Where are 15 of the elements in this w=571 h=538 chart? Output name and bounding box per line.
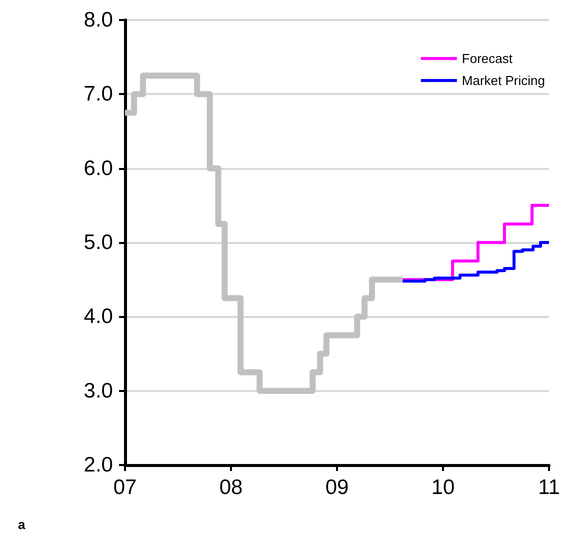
y-tick-label: 7.0 — [84, 82, 113, 106]
text: a — [18, 517, 26, 532]
y-tick-label: 6.0 — [84, 156, 113, 180]
y-tick-label: 2.0 — [84, 454, 113, 476]
x-tick-label: 10 — [431, 476, 455, 499]
legend-label: Forecast — [462, 51, 513, 66]
y-tick-label: 5.0 — [84, 231, 113, 254]
y-tick-label: 3.0 — [84, 379, 113, 402]
y-tick-label: 4.0 — [84, 305, 113, 328]
x-tick-label: 11 — [538, 476, 560, 499]
x-tick-label: 09 — [325, 476, 349, 499]
y-tick-label: 8.0 — [84, 8, 113, 32]
x-tick-label: 07 — [113, 476, 137, 499]
legend-label: Market Pricing — [462, 73, 545, 88]
x-tick-label: 08 — [219, 476, 243, 499]
